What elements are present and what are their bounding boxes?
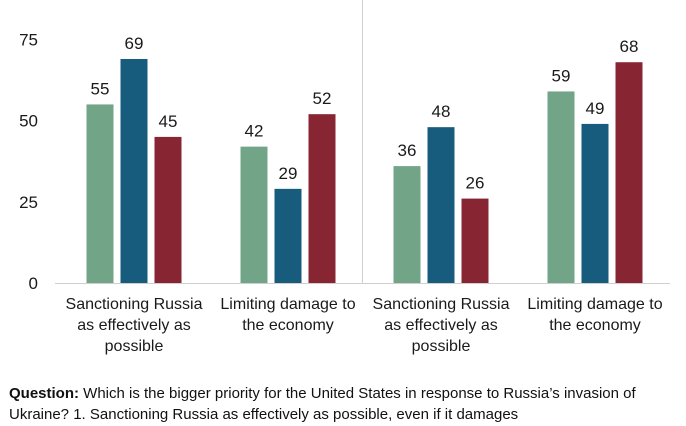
data-label: 52 (313, 89, 332, 108)
bar (154, 136, 182, 283)
bar (274, 188, 302, 283)
data-label: 26 (466, 174, 485, 193)
data-label: 42 (245, 122, 264, 141)
bar (120, 58, 148, 284)
data-label: 45 (159, 112, 178, 131)
question-label: Question: (9, 385, 79, 402)
y-tick-label: 0 (29, 274, 38, 293)
bar (461, 198, 489, 283)
bar-chart: 0 25 50 75 55 69 45 Sanctioning Russia as effect… (19, 0, 670, 355)
x-category-label: Limiting damage to (527, 296, 662, 313)
data-label: 36 (398, 141, 417, 160)
bar (547, 91, 575, 284)
y-tick-label: 25 (19, 193, 38, 212)
x-category-label: Sanctioning Russia (66, 296, 203, 313)
bar (86, 104, 114, 283)
data-label: 29 (279, 164, 298, 183)
data-label: 48 (432, 102, 451, 121)
bar (240, 146, 268, 283)
data-label: 49 (586, 99, 605, 118)
x-category-label: possible (412, 338, 471, 355)
bar (308, 114, 336, 283)
data-label: 55 (91, 79, 110, 98)
question-text: Which is the bigger priority for the Uni… (9, 385, 636, 423)
x-category-label: Sanctioning Russia (373, 296, 510, 313)
x-category-label: Limiting damage to (220, 296, 355, 313)
x-category-label: as effectively as (77, 317, 191, 334)
x-category-label: the economy (549, 317, 641, 334)
y-tick-label: 75 (19, 31, 38, 50)
bar (615, 62, 643, 283)
bar (427, 127, 455, 283)
data-label: 68 (620, 37, 639, 56)
bar (581, 123, 609, 283)
data-label: 59 (552, 66, 571, 85)
bar (393, 166, 421, 283)
x-category-label: as effectively as (384, 317, 498, 334)
x-category-label: possible (105, 338, 164, 355)
x-category-label: the economy (242, 317, 334, 334)
question-caption: Question: Which is the bigger priority f… (9, 383, 681, 425)
data-label: 69 (125, 34, 144, 53)
y-tick-label: 50 (19, 112, 38, 131)
